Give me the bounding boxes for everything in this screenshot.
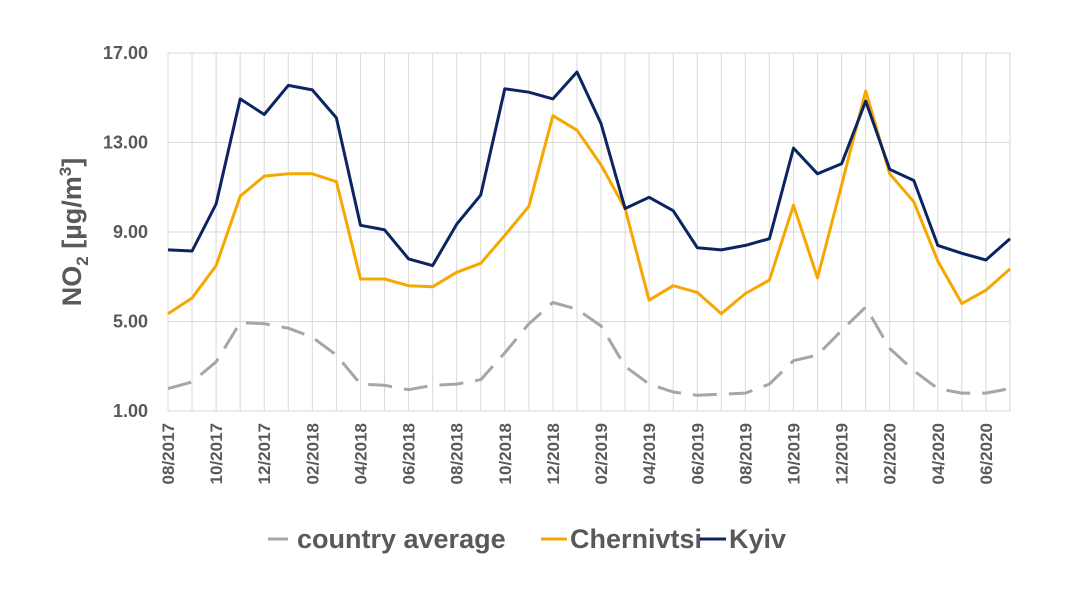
x-tick-label: 10/2019: [784, 423, 803, 484]
y-tick-label: 9.00: [113, 222, 148, 242]
series-lines: [167, 70, 1011, 397]
x-tick-label: 06/2018: [400, 423, 419, 484]
series-line-country-average: [167, 301, 1011, 397]
x-tick-label: 02/2018: [303, 423, 322, 484]
y-tick-label: 1.00: [113, 401, 148, 421]
series-line-chernivtsi: [167, 89, 1011, 316]
x-tick-label: 12/2017: [255, 423, 274, 484]
series-line-kyiv: [167, 70, 1011, 268]
legend: country average Chernivtsi Kyiv: [268, 524, 786, 554]
x-tick-label: 02/2020: [881, 423, 900, 484]
legend-label: Kyiv: [729, 524, 786, 554]
x-tick-label: 04/2020: [929, 423, 948, 484]
y-tick-label: 13.00: [103, 133, 148, 153]
x-tick-label: 12/2019: [833, 423, 852, 484]
legend-label: Chernivtsi: [570, 524, 702, 554]
x-tick-label: 04/2018: [351, 423, 370, 484]
x-tick-label: 08/2017: [159, 423, 178, 484]
x-tick-label: 02/2019: [592, 423, 611, 484]
x-tick-label: 12/2018: [544, 423, 563, 484]
y-axis-label: NO2 [µg/m3]: [56, 158, 92, 307]
x-tick-label: 08/2019: [736, 423, 755, 484]
x-axis-ticks: 08/2017 10/2017 12/2017 02/2018 04/2018 06/20…: [159, 423, 996, 484]
x-tick-label: 10/2017: [207, 423, 226, 484]
x-tick-label: 06/2019: [688, 423, 707, 484]
x-tick-label: 08/2018: [448, 423, 467, 484]
legend-label: country average: [297, 524, 506, 554]
y-axis-ticks: 1.00 5.00 9.00 13.00 17.00: [103, 43, 148, 421]
x-tick-label: 04/2019: [640, 423, 659, 484]
y-tick-label: 5.00: [113, 312, 148, 332]
grid: [167, 52, 1011, 412]
x-tick-label: 10/2018: [496, 423, 515, 484]
x-tick-label: 06/2020: [977, 423, 996, 484]
y-tick-label: 17.00: [103, 43, 148, 63]
